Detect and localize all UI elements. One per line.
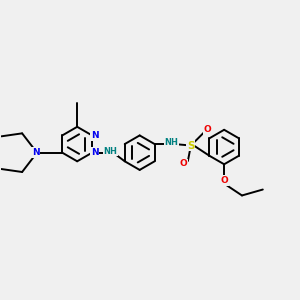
Text: N: N	[91, 148, 98, 157]
Text: NH: NH	[103, 147, 118, 156]
Text: O: O	[204, 125, 212, 134]
Text: N: N	[91, 131, 98, 140]
Text: N: N	[32, 148, 39, 157]
Text: NH: NH	[165, 138, 178, 147]
Text: O: O	[179, 160, 187, 169]
Text: S: S	[187, 140, 195, 151]
Text: O: O	[220, 176, 228, 185]
